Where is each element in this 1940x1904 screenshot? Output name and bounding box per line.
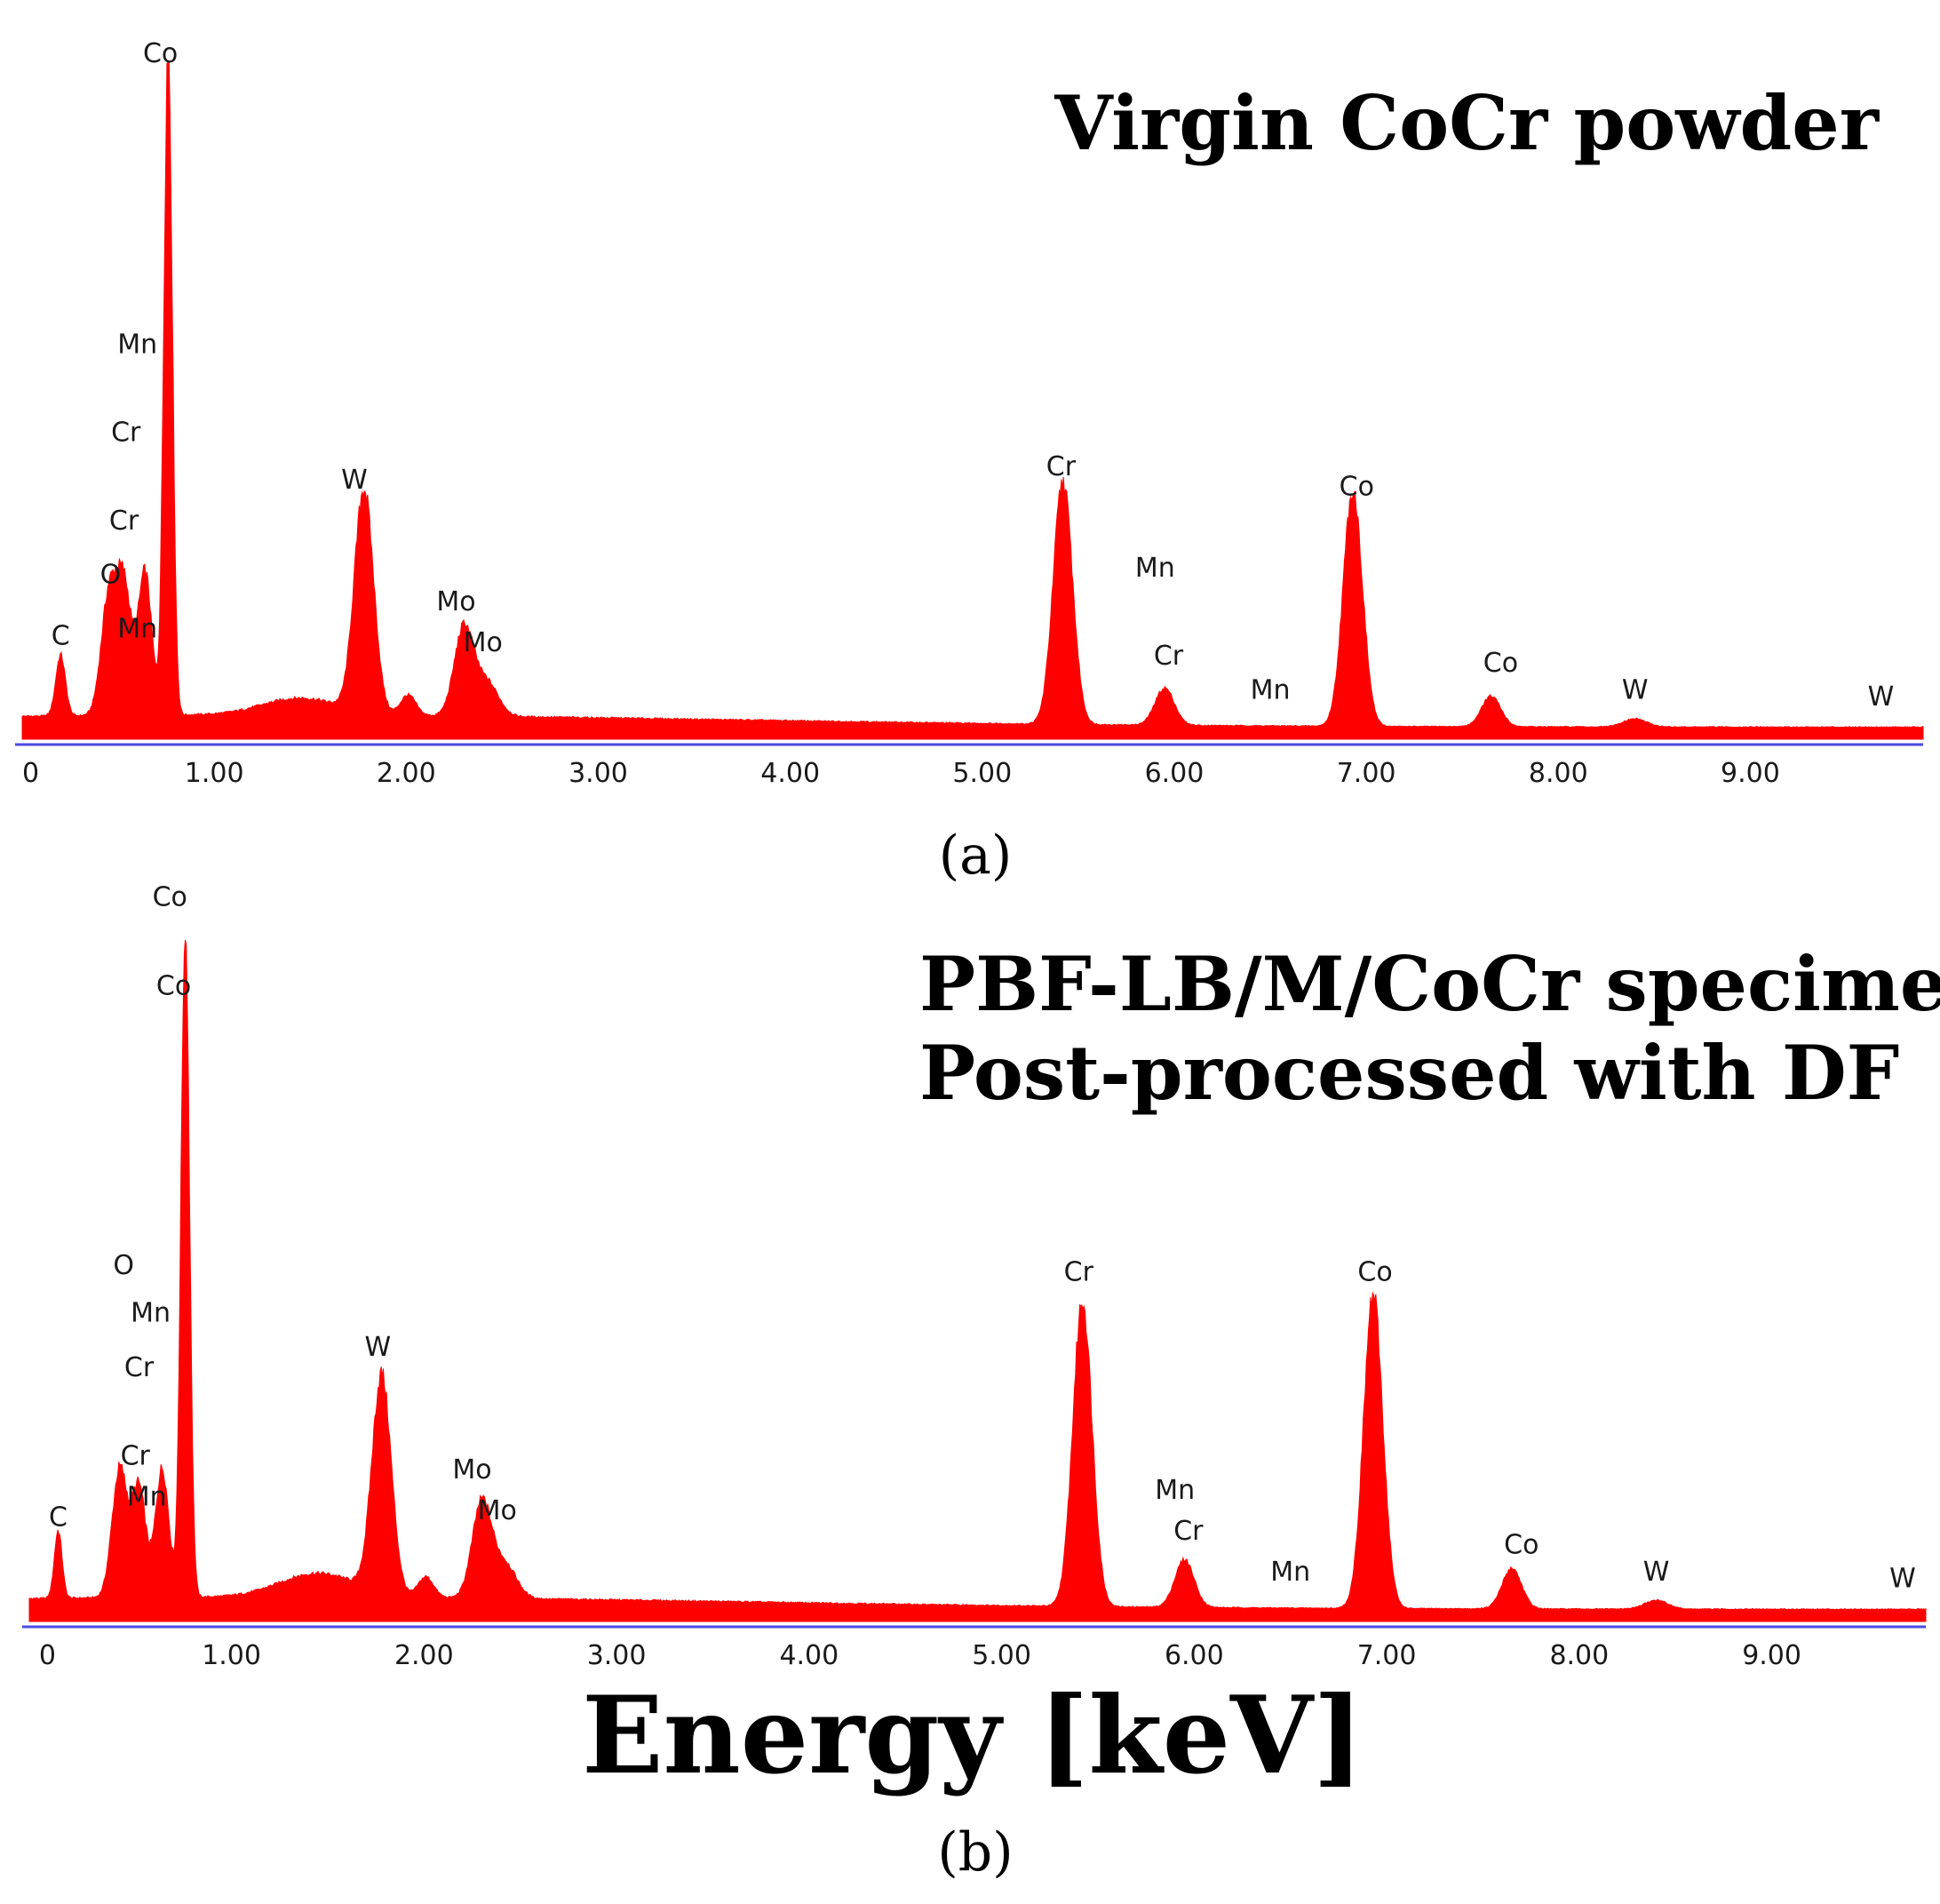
peak-label: O [113,1250,134,1281]
x-tick-label: 9.00 [1721,758,1780,789]
peak-label: Cr [109,506,139,537]
peak-label: Mo [452,1454,491,1486]
peak-label: W [341,465,368,496]
peak-label: Co [1357,1257,1392,1288]
panel-a-title: Virgin CoCr powder [1053,79,1880,167]
peak-label: Co [143,38,178,69]
peak-label: Co [1483,648,1518,679]
x-tick-label: 4.00 [779,1640,839,1671]
x-tick-label: 8.00 [1549,1640,1609,1671]
peak-label: C [49,1502,68,1534]
x-tick-label: 3.00 [568,758,628,789]
peak-label: W [1889,1564,1916,1595]
peak-label: Cr [121,1441,151,1472]
peak-label: W [1868,681,1895,713]
x-tick-label: 7.00 [1357,1640,1417,1671]
peak-label: Co [1340,472,1374,503]
x-tick-label: 6.00 [1165,1640,1224,1671]
peak-label: Mo [478,1495,517,1526]
x-tick-label: 1.00 [185,758,244,789]
peak-label: Mn [127,1482,167,1513]
x-tick-label: 9.00 [1742,1640,1801,1671]
x-tick-label: 0 [39,1640,56,1671]
x-tick-label: 5.00 [972,1640,1031,1671]
x-tick-label: 4.00 [760,758,820,789]
peak-label: W [1643,1557,1670,1588]
x-tick-label: 2.00 [377,758,436,789]
x-tick-label: 0 [22,758,39,789]
peak-label: Co [153,882,187,913]
peak-label: Mo [464,627,503,658]
peak-label: Mn [117,614,157,645]
x-tick-label: 1.00 [202,1640,261,1671]
peak-label: Co [1504,1529,1538,1560]
peak-label: Mo [436,586,475,617]
peak-label: Mn [117,330,157,361]
peak-label: W [364,1332,391,1363]
peak-label: Cr [111,418,141,449]
x-axis-title: Energy [keV] [582,1673,1364,1798]
peak-label: Mn [1155,1475,1195,1506]
panel-b-title-line-2: Post-processed with DF [919,1029,1899,1117]
peak-label: Mn [1270,1557,1310,1588]
peak-label: Cr [1173,1516,1204,1547]
peak-label: Cr [1064,1257,1094,1288]
panel-b: 0 1.00 2.00 3.00 4.00 5.00 6.00 7.00 8.00 9.00 Co… [22,882,1940,1884]
peak-label: Cr [1154,641,1184,672]
panel-b-caption: (b) [937,1821,1013,1884]
peak-label: C [52,620,70,651]
x-tick-label: 2.00 [394,1640,454,1671]
peak-labels-a: CoCoMnCrWCrOMoCMnMoCrCoMnCrMnCoWW [52,38,1895,713]
x-tick-label: 7.00 [1337,758,1396,789]
peak-label: Co [156,970,191,1001]
peak-labels-b: Co Co O Mn W Cr Cr Mo Mn C Mo Cr Co Mn Cr Mn Co W W [49,882,1916,1595]
peak-label: Mn [1251,674,1291,705]
peak-label: O [100,560,122,591]
peak-label: Cr [1046,451,1077,482]
peak-label: Cr [124,1352,155,1383]
x-tick-label: 6.00 [1145,758,1205,789]
panel-a: 0 1.00 2.00 3.00 4.00 5.00 6.00 7.00 8.00 9.00 Co… [15,38,1924,887]
panel-a-caption: (a) [939,825,1013,887]
spectrum-area-b [28,939,1927,1622]
x-tick-labels-a: 0 1.00 2.00 3.00 4.00 5.00 6.00 7.00 8.00 9.00 [22,758,1780,789]
x-tick-label: 8.00 [1529,758,1588,789]
panel-b-title-line-1: PBF-LB/M/CoCr specimen [919,940,1940,1028]
peak-label: W [1622,674,1649,705]
peak-label: Mn [131,1298,171,1329]
x-tick-label: 5.00 [952,758,1012,789]
spectrum-area-a [21,61,1924,740]
peak-label: Mn [1135,553,1175,584]
x-tick-labels-b: 0 1.00 2.00 3.00 4.00 5.00 6.00 7.00 8.00 9.00 [39,1640,1801,1671]
x-tick-label: 3.00 [587,1640,647,1671]
